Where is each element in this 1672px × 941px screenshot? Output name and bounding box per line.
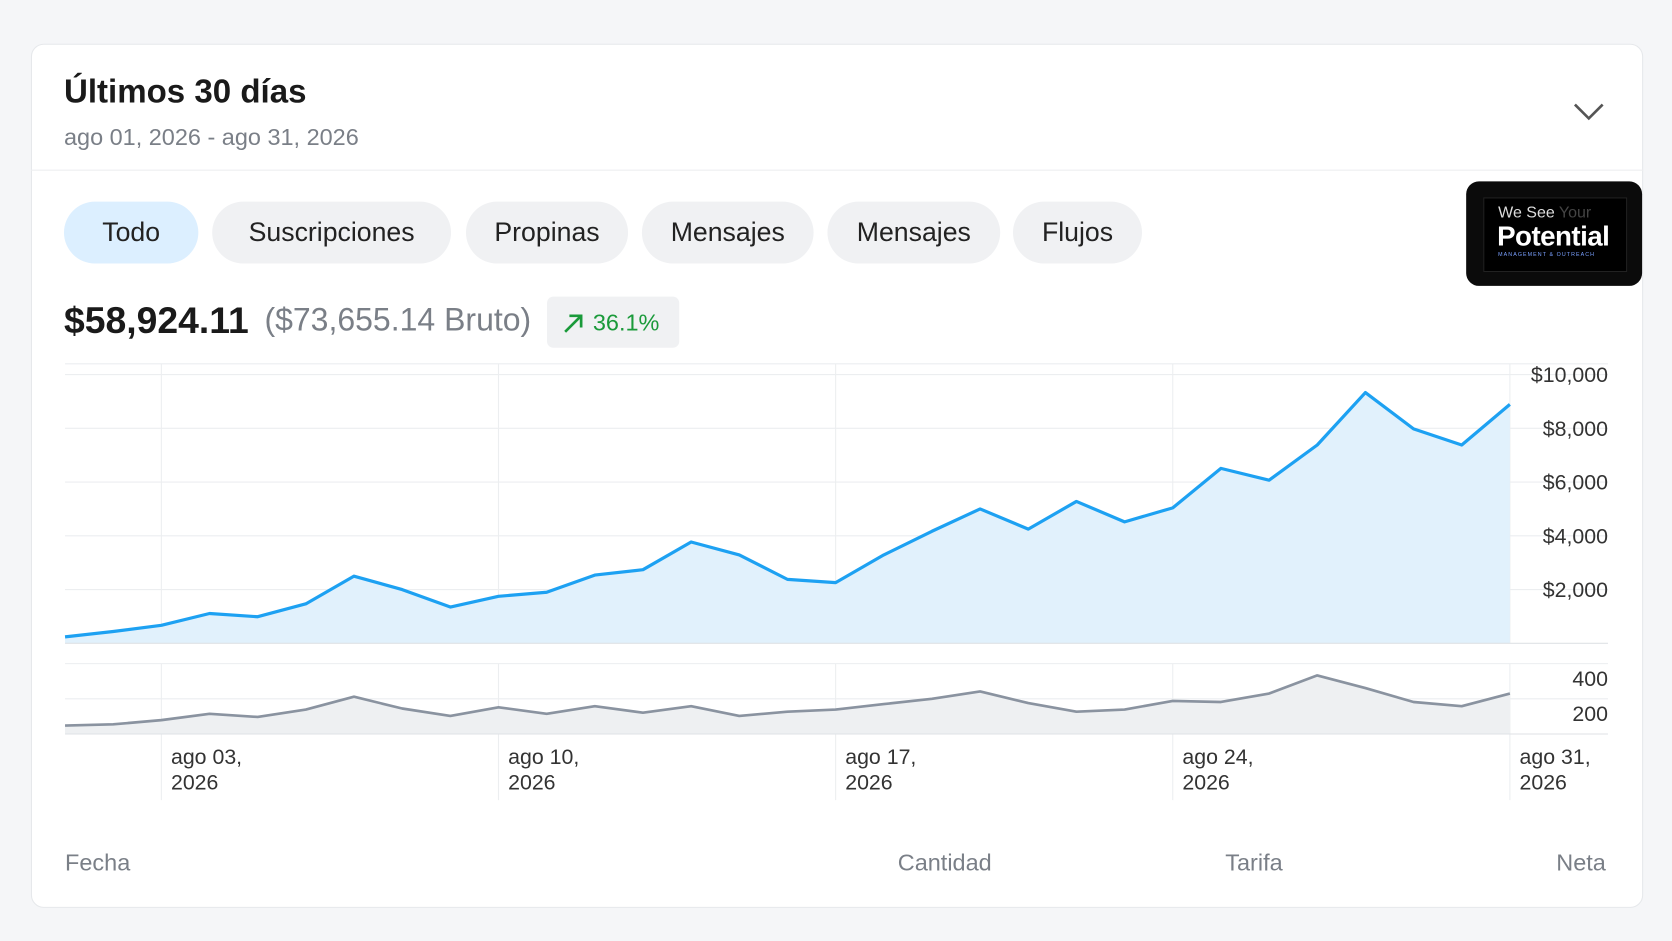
column-header: Neta	[1556, 849, 1606, 876]
y-tick-label: 400	[1572, 667, 1608, 691]
line	[65, 674, 1511, 727]
y-tick-label: 200	[1572, 702, 1608, 726]
area-fill	[65, 675, 1510, 735]
gross-amount: ($73,655.14 Bruto)	[264, 302, 532, 339]
logo-tagline: MANAGEMENT & OUTREACH	[1498, 251, 1596, 259]
date-range: ago 01, 2026 - ago 31, 2026	[63, 123, 359, 151]
x-tick-label: ago 31, 2026	[1519, 745, 1591, 795]
change: 36.1%	[592, 309, 660, 337]
chevron[interactable]	[1572, 98, 1606, 124]
tab[interactable]: Suscripciones	[212, 201, 452, 264]
change-pill: 36.1%	[547, 296, 680, 348]
tab[interactable]: Flujos	[1012, 201, 1143, 264]
y-tick-label: $8,000	[1543, 417, 1608, 441]
y-tick-label: $10,000	[1531, 363, 1608, 387]
logo-faint: Your	[1558, 203, 1592, 222]
tab[interactable]: Mensajes	[827, 201, 1001, 264]
logo-line1: We See	[1498, 203, 1555, 222]
column-header: Tarifa	[1225, 849, 1283, 876]
x-tick-label: ago 17, 2026	[845, 745, 917, 795]
tab[interactable]: Todo	[63, 201, 199, 264]
x-tick-label: ago 10, 2026	[508, 745, 580, 795]
arrow-icon	[564, 314, 583, 333]
y-tick-label: $6,000	[1543, 471, 1608, 495]
logo-line2: Potential	[1497, 219, 1610, 252]
divider	[30, 169, 1644, 171]
line	[64, 390, 1511, 639]
tab[interactable]: Mensajes	[641, 201, 814, 264]
column-header: Fecha	[65, 849, 131, 876]
area-fill	[65, 392, 1510, 644]
logo: We See Your Potential MANAGEMENT & OUTRE…	[1466, 181, 1643, 286]
net-amount: $58,924.11	[63, 299, 249, 342]
title: Últimos 30 días	[63, 72, 307, 110]
y-tick-label: $2,000	[1543, 578, 1608, 602]
y-tick-label: $4,000	[1543, 524, 1608, 548]
x-tick-label: ago 24, 2026	[1182, 745, 1254, 795]
x-tick-label: ago 03, 2026	[170, 745, 243, 795]
tab[interactable]: Propinas	[465, 201, 629, 264]
column-header: Cantidad	[897, 849, 992, 876]
